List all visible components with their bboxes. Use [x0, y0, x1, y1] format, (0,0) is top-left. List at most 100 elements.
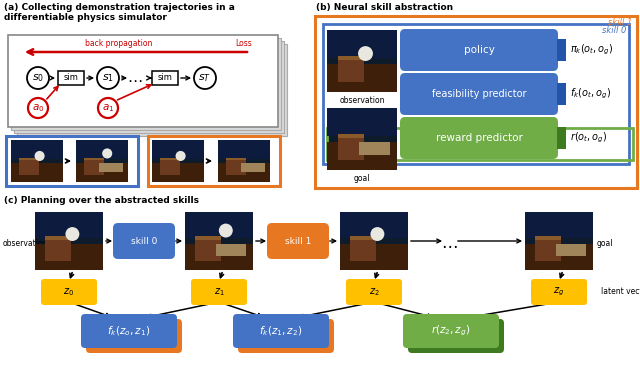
- Bar: [337, 134, 364, 160]
- Bar: [337, 56, 364, 82]
- Bar: [152, 140, 204, 159]
- Bar: [160, 158, 180, 160]
- Circle shape: [35, 151, 45, 161]
- Text: $r(z_2, z_g)$: $r(z_2, z_g)$: [431, 324, 471, 338]
- Circle shape: [27, 67, 49, 89]
- Bar: [152, 163, 204, 182]
- Bar: [99, 163, 123, 172]
- Text: skill 1: skill 1: [607, 18, 632, 27]
- FancyBboxPatch shape: [113, 223, 175, 259]
- Bar: [35, 212, 103, 270]
- FancyBboxPatch shape: [86, 319, 182, 353]
- Text: skill 0: skill 0: [602, 26, 626, 35]
- Bar: [535, 236, 561, 240]
- Text: $a_0$: $a_0$: [32, 102, 44, 114]
- Bar: [350, 236, 376, 240]
- Bar: [19, 158, 38, 175]
- Text: $z_g$: $z_g$: [554, 286, 564, 298]
- Text: policy: policy: [463, 45, 495, 55]
- Circle shape: [65, 227, 79, 241]
- Bar: [58, 71, 84, 85]
- Bar: [350, 236, 376, 261]
- Text: goal: goal: [597, 239, 614, 248]
- Bar: [556, 244, 586, 256]
- Bar: [327, 30, 397, 58]
- Text: reward predictor: reward predictor: [436, 133, 522, 143]
- Bar: [11, 140, 63, 159]
- Text: $f_k(z_o, z_1)$: $f_k(z_o, z_1)$: [108, 324, 150, 338]
- Text: $z_1$: $z_1$: [214, 286, 225, 298]
- FancyBboxPatch shape: [346, 279, 402, 305]
- Bar: [218, 140, 270, 159]
- Bar: [218, 163, 270, 182]
- FancyBboxPatch shape: [238, 319, 334, 353]
- Bar: [11, 163, 63, 182]
- Bar: [152, 71, 178, 85]
- Bar: [525, 212, 593, 238]
- Bar: [148, 136, 280, 186]
- Text: $\cdots$: $\cdots$: [441, 236, 458, 254]
- FancyBboxPatch shape: [41, 279, 97, 305]
- Bar: [8, 35, 278, 127]
- Bar: [337, 134, 364, 138]
- FancyBboxPatch shape: [408, 319, 504, 353]
- Bar: [226, 158, 246, 160]
- FancyBboxPatch shape: [81, 314, 177, 348]
- Bar: [185, 244, 253, 270]
- Text: $f_k(o_t, o_g)$: $f_k(o_t, o_g)$: [570, 87, 611, 101]
- Bar: [226, 158, 246, 175]
- Text: $a_1$: $a_1$: [102, 102, 114, 114]
- Bar: [19, 158, 38, 160]
- FancyBboxPatch shape: [531, 279, 587, 305]
- Bar: [216, 244, 246, 256]
- Bar: [557, 127, 566, 149]
- FancyBboxPatch shape: [400, 73, 558, 115]
- Bar: [6, 136, 138, 186]
- Bar: [76, 163, 128, 182]
- FancyBboxPatch shape: [267, 223, 329, 259]
- Circle shape: [98, 98, 118, 118]
- FancyBboxPatch shape: [191, 279, 247, 305]
- Text: observation: observation: [339, 96, 385, 105]
- Bar: [557, 39, 566, 61]
- Bar: [11, 38, 281, 130]
- Bar: [84, 158, 104, 175]
- Bar: [327, 108, 397, 136]
- Bar: [195, 236, 221, 240]
- FancyBboxPatch shape: [400, 117, 558, 159]
- Bar: [17, 44, 287, 136]
- Bar: [45, 236, 71, 261]
- Text: Loss: Loss: [236, 39, 252, 48]
- Bar: [35, 212, 103, 238]
- Bar: [557, 83, 566, 105]
- Bar: [327, 108, 397, 170]
- FancyBboxPatch shape: [403, 314, 499, 348]
- Circle shape: [371, 227, 385, 241]
- Bar: [535, 236, 561, 261]
- FancyBboxPatch shape: [400, 29, 558, 71]
- Bar: [76, 140, 128, 159]
- Circle shape: [219, 223, 233, 238]
- Text: $s_T$: $s_T$: [198, 72, 211, 84]
- Text: back propagation: back propagation: [85, 39, 152, 48]
- Bar: [160, 158, 180, 175]
- Circle shape: [175, 151, 186, 161]
- Text: goal: goal: [354, 174, 371, 183]
- Bar: [45, 236, 71, 240]
- Circle shape: [97, 67, 119, 89]
- Bar: [185, 212, 253, 238]
- Text: $f_k(z_1, z_2)$: $f_k(z_1, z_2)$: [259, 324, 303, 338]
- Bar: [323, 24, 629, 164]
- Text: $\cdots$: $\cdots$: [127, 73, 143, 87]
- Text: $r(o_t, o_g)$: $r(o_t, o_g)$: [570, 131, 607, 145]
- Text: sim: sim: [157, 74, 172, 83]
- Bar: [152, 140, 204, 182]
- Text: $\pi_k(o_t, o_g)$: $\pi_k(o_t, o_g)$: [570, 43, 613, 57]
- Bar: [337, 56, 364, 60]
- FancyBboxPatch shape: [233, 314, 329, 348]
- Text: latent vectors: latent vectors: [601, 287, 640, 296]
- Text: $s_1$: $s_1$: [102, 72, 114, 84]
- Bar: [315, 16, 637, 188]
- Text: skill 1: skill 1: [285, 236, 311, 246]
- Bar: [525, 212, 593, 270]
